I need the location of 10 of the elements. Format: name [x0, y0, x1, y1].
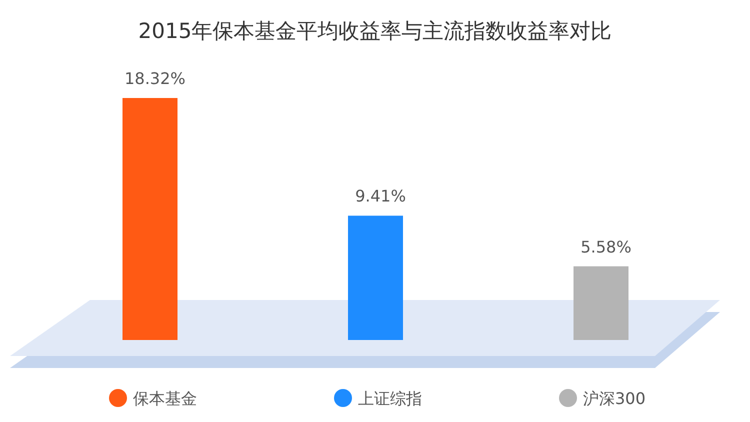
data-label: 18.32%: [124, 69, 186, 88]
data-label: 9.41%: [355, 186, 406, 206]
data-label: 5.58%: [580, 237, 632, 256]
chart-title: 2015年保本基金平均收益率与主流指数收益率对比: [138, 19, 612, 43]
category-label: 沪深300: [559, 389, 646, 408]
x-tick-label: 上证综指: [358, 389, 422, 408]
x-tick-label: 保本基金: [133, 389, 197, 408]
category-label: 保本基金: [109, 389, 197, 408]
category-label: 上证综指: [334, 389, 422, 408]
x-tick-label: 沪深300: [583, 389, 646, 408]
